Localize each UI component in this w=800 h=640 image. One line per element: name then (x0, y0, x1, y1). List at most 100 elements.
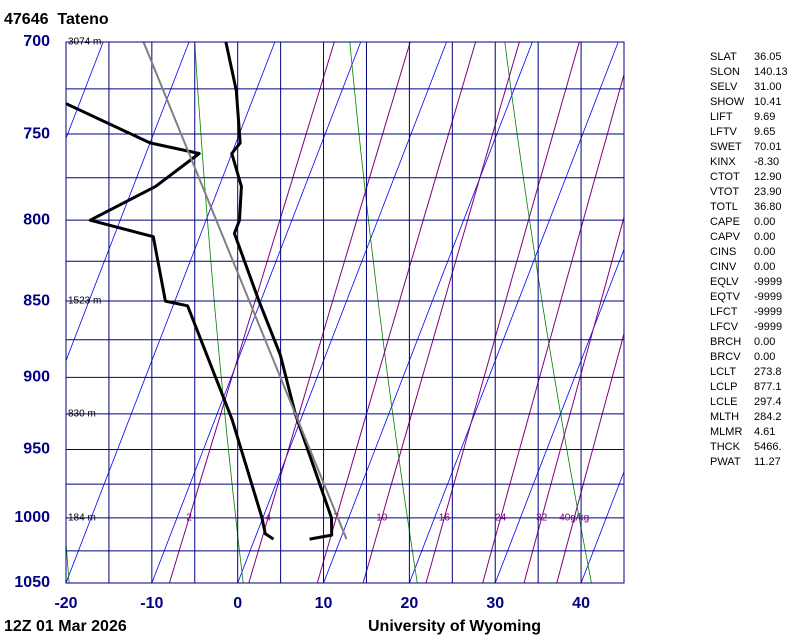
height-label: 184 m (68, 513, 96, 524)
height-label: 3074 m (68, 37, 101, 48)
index-value: 140.13 (754, 66, 788, 78)
index-name: MLMR (710, 426, 742, 438)
x-tick-label: 40 (572, 595, 590, 612)
y-tick-label: 900 (23, 369, 50, 386)
isotherm (66, 42, 104, 140)
x-tick-label: -10 (140, 595, 163, 612)
index-value: 297.4 (754, 396, 782, 408)
isotherm (580, 470, 624, 583)
x-tick-label: 10 (315, 595, 333, 612)
indices-table: SLAT 36.05 SLON 140.13 SELV 31.00 SHOW 10.41 LIF… (710, 51, 788, 468)
index-name: MLTH (710, 411, 739, 423)
y-tick-label: 750 (23, 125, 50, 142)
index-value: 10.41 (754, 96, 782, 108)
y-tick-label: 700 (23, 33, 50, 50)
index-name: TOTL (710, 201, 738, 213)
x-tick-label: 30 (486, 595, 504, 612)
index-name: LFTV (710, 126, 738, 138)
mixing-ratio-label: 2 (186, 513, 192, 524)
index-value: 5466. (754, 441, 782, 453)
index-name: SELV (710, 81, 738, 93)
mixing-ratio-label: 24 (495, 513, 507, 524)
chart-title: 47646 Tateno (4, 11, 109, 28)
index-name: LFCT (710, 306, 738, 318)
index-value: 0.00 (754, 336, 775, 348)
index-name: LFCV (710, 321, 739, 333)
index-value: 0.00 (754, 231, 775, 243)
isotherm (409, 42, 619, 583)
x-tick-label: -20 (54, 595, 77, 612)
index-value: 70.01 (754, 141, 782, 153)
index-value: -9999 (754, 276, 782, 288)
x-tick-label: 0 (233, 595, 242, 612)
index-name: LCLP (710, 381, 738, 393)
x-tick-label: 20 (400, 595, 418, 612)
index-name: CINV (710, 261, 737, 273)
y-tick-label: 800 (23, 211, 50, 228)
index-name: LIFT (710, 111, 733, 123)
height-label: 830 m (68, 409, 96, 420)
mixing-ratio-line (248, 42, 411, 583)
labels: 700 750 800 850 900 950 1000 1050-20 -10 0 10 20 30 4… (14, 33, 590, 612)
isotherm (237, 42, 447, 583)
index-value: 36.80 (754, 201, 782, 213)
index-value: -9999 (754, 291, 782, 303)
index-value: 0.00 (754, 246, 775, 258)
profile-line (224, 42, 334, 541)
source-label: University of Wyoming (368, 618, 541, 635)
index-name: BRCV (710, 351, 741, 363)
index-value: -9999 (754, 321, 782, 333)
dry-adiabat (194, 42, 244, 583)
index-value: 9.69 (754, 111, 775, 123)
y-tick-label: 950 (23, 441, 50, 458)
mixing-ratio-label: 7 (333, 513, 339, 524)
index-value: 877.1 (754, 381, 782, 393)
profiles (66, 42, 348, 541)
mixing-ratio-line (482, 72, 624, 583)
index-name: SWET (710, 141, 742, 153)
mixing-ratio-line (316, 42, 477, 583)
isotherm (323, 42, 533, 583)
mixing-ratio-label: 16 (439, 513, 451, 524)
index-name: VTOT (710, 186, 739, 198)
index-value: 0.00 (754, 351, 775, 363)
mixing-ratio-line (362, 42, 520, 583)
isotherm (494, 248, 624, 583)
index-name: SLAT (710, 51, 737, 63)
index-name: BRCH (710, 336, 741, 348)
y-tick-label: 1050 (14, 574, 50, 591)
y-tick-label: 850 (23, 292, 50, 309)
background-lines (66, 42, 624, 583)
mixing-ratio-label: 10 (376, 513, 388, 524)
index-value: -9999 (754, 306, 782, 318)
mixing-ratio-label: 4 (265, 513, 271, 524)
index-name: LCLT (710, 366, 736, 378)
index-value: 31.00 (754, 81, 782, 93)
index-value: 9.65 (754, 126, 775, 138)
index-value: 0.00 (754, 216, 775, 228)
isotherm (66, 42, 190, 362)
mixing-ratio-line (425, 42, 580, 583)
profile-line (142, 42, 348, 540)
index-name: KINX (710, 156, 736, 168)
isotherm (151, 42, 362, 583)
index-name: CAPV (710, 231, 741, 243)
index-name: PWAT (710, 456, 741, 468)
index-name: LCLE (710, 396, 738, 408)
y-tick-label: 1000 (14, 509, 50, 526)
mixing-ratio-line (523, 215, 624, 583)
dry-adiabat (349, 42, 418, 583)
index-name: CINS (710, 246, 736, 258)
index-value: 4.61 (754, 426, 775, 438)
index-value: 284.2 (754, 411, 782, 423)
index-value: 11.27 (754, 456, 781, 468)
index-name: THCK (710, 441, 741, 453)
index-name: EQLV (710, 276, 739, 288)
index-value: 23.90 (754, 186, 782, 198)
plot-frame (65, 41, 625, 584)
mixing-ratio-label: 32 (536, 513, 548, 524)
index-name: EQTV (710, 291, 741, 303)
index-value: 12.90 (754, 171, 782, 183)
index-value: 36.05 (754, 51, 782, 63)
